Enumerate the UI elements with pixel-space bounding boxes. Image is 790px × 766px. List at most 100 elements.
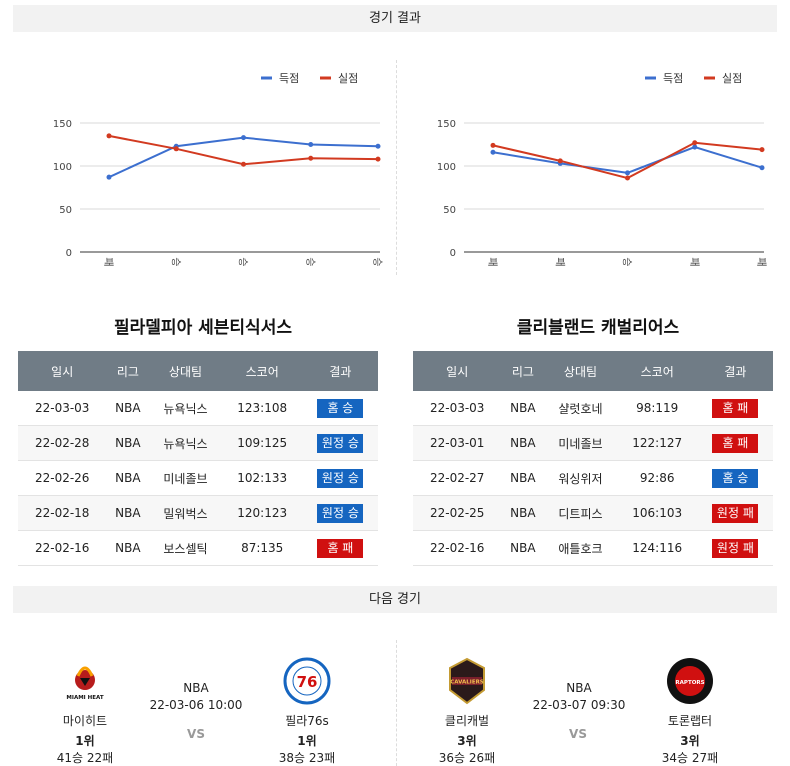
data-point [490,149,496,155]
data-point [625,170,630,176]
x-tick-label: 승 [621,257,633,266]
next-game-2-away: RAPTORS 토론랩터 3위 34승 27패 [650,640,730,766]
cell-league: NBA [106,391,150,426]
cell-date: 22-02-28 [18,425,107,461]
cell-date: 22-02-27 [413,460,502,496]
table-header-row: 일시 리그 상대팀 스코어 결과 [18,351,378,391]
result-badge: 홈 패 [317,538,364,558]
cell-opponent: 미네졸브 [544,425,617,461]
col-score: 스코어 [221,351,303,391]
x-tick-label: 승 [237,257,249,266]
col-league: 리그 [501,351,545,391]
next-game-2: CAVALIERS 클리캐벌 3위 36승 26패 NBA 22-03-07 0… [399,640,779,766]
next-game-2-vs: VS [569,727,587,741]
table-row: 22-03-01 NBA 미네졸브 122:127 홈 패 [413,425,773,461]
cell-score: 123:108 [221,391,303,426]
y-tick-label: 100 [53,162,72,173]
next-game-2-away-rank: 3위 [680,734,700,748]
x-tick-label: 승 [169,257,181,266]
y-tick-label: 0 [450,248,456,259]
next-game-1-away-rank: 1위 [297,734,317,748]
next-game-1-vs: VS [187,727,205,741]
cell-league: NBA [106,425,150,461]
legend-label: 득점 [279,72,299,85]
svg-text:CAVALIERS: CAVALIERS [450,680,484,686]
table-row: 22-02-25 NBA 디트피스 106:103 원정 패 [413,495,773,531]
data-point [106,174,112,180]
y-tick-label: 100 [437,162,456,173]
cell-score: 109:125 [221,425,303,461]
data-point [308,142,314,147]
x-tick-label: 승 [304,257,316,266]
svg-text:76: 76 [297,673,318,691]
next-game-2-home-name: 클리캐벌 [444,714,490,728]
cell-result: 원정 승 [302,460,378,496]
x-tick-label: 패 [755,257,767,266]
cell-result: 홈 패 [697,391,773,426]
col-opponent: 상대팀 [149,351,222,391]
cell-result: 원정 승 [302,425,378,461]
next-game-1-datetime: 22-03-06 10:00 [149,698,243,712]
cell-score: 102:133 [221,460,303,496]
y-tick-label: 0 [66,248,72,259]
cell-date: 22-03-01 [413,425,502,461]
cell-league: NBA [106,460,150,496]
col-score: 스코어 [616,351,698,391]
cell-date: 22-03-03 [18,391,107,426]
col-result: 결과 [302,351,378,391]
cell-opponent: 미네졸브 [149,460,222,496]
cell-league: NBA [106,495,150,531]
results-section-title: 경기 결과 [13,5,777,32]
next-game-1-away: 76 필라76s 1위 38승 23패 [267,640,347,766]
result-badge: 홈 패 [712,433,759,453]
result-badge: 원정 승 [317,433,364,453]
cell-opponent: 밀워벅스 [149,495,222,531]
cell-league: NBA [501,425,545,461]
y-tick-label: 50 [443,205,456,216]
cell-opponent: 뉴욕닉스 [149,391,222,426]
table-row: 22-02-16 NBA 보스셀틱 87:135 홈 패 [18,530,378,566]
cell-date: 22-03-03 [413,391,502,426]
data-point [241,161,246,167]
cell-score: 122:127 [616,425,698,461]
data-point [692,144,698,150]
next-game-1-home: MIAMI HEAT 마이히트 1위 41승 22패 [45,640,125,766]
table-row: 22-02-28 NBA 뉴욕닉스 109:125 원정 승 [18,425,378,461]
y-tick-label: 150 [437,119,456,130]
cell-league: NBA [501,391,545,426]
next-game-2-away-record: 34승 27패 [661,751,719,765]
cell-result: 원정 승 [302,495,378,531]
next-game-2-info: NBA 22-03-07 09:30 [519,681,639,712]
data-point [375,156,381,162]
cell-opponent: 보스셀틱 [149,530,222,566]
cell-score: 124:116 [616,530,698,566]
y-tick-label: 150 [53,119,72,130]
col-result: 결과 [697,351,773,391]
cell-score: 98:119 [616,391,698,426]
heat-logo-icon: MIAMI HEAT [60,656,110,706]
data-point [241,135,246,141]
data-point [173,146,179,152]
svg-text:RAPTORS: RAPTORS [675,680,704,686]
table-row: 22-02-26 NBA 미네졸브 102:133 원정 승 [18,460,378,496]
cell-result: 홈 승 [697,460,773,496]
cell-score: 106:103 [616,495,698,531]
series-line-scored [492,146,763,174]
cell-date: 22-02-16 [413,530,502,566]
next-game-2-home-record: 36승 26패 [438,751,496,765]
next-game-1-away-name: 필라76s [285,714,329,728]
result-badge: 홈 승 [712,468,759,488]
next-game-1-away-record: 38승 23패 [278,751,336,765]
cell-league: NBA [501,530,545,566]
table-row: 22-03-03 NBA 뉴욕닉스 123:108 홈 승 [18,391,378,426]
table-row: 22-02-18 NBA 밀워벅스 120:123 원정 승 [18,495,378,531]
series-line-conceded [108,134,379,166]
x-tick-label: 패 [553,257,565,266]
y-tick-label: 50 [59,205,72,216]
x-tick-label: 패 [102,257,114,266]
cell-opponent: 디트피스 [544,495,617,531]
next-game-1-home-rank: 1위 [75,734,95,748]
chart-left-svg: 0 50 100 150 패 승 승 승 승 득점 실점 [53,72,383,267]
data-point [375,143,381,149]
col-opponent: 상대팀 [544,351,617,391]
